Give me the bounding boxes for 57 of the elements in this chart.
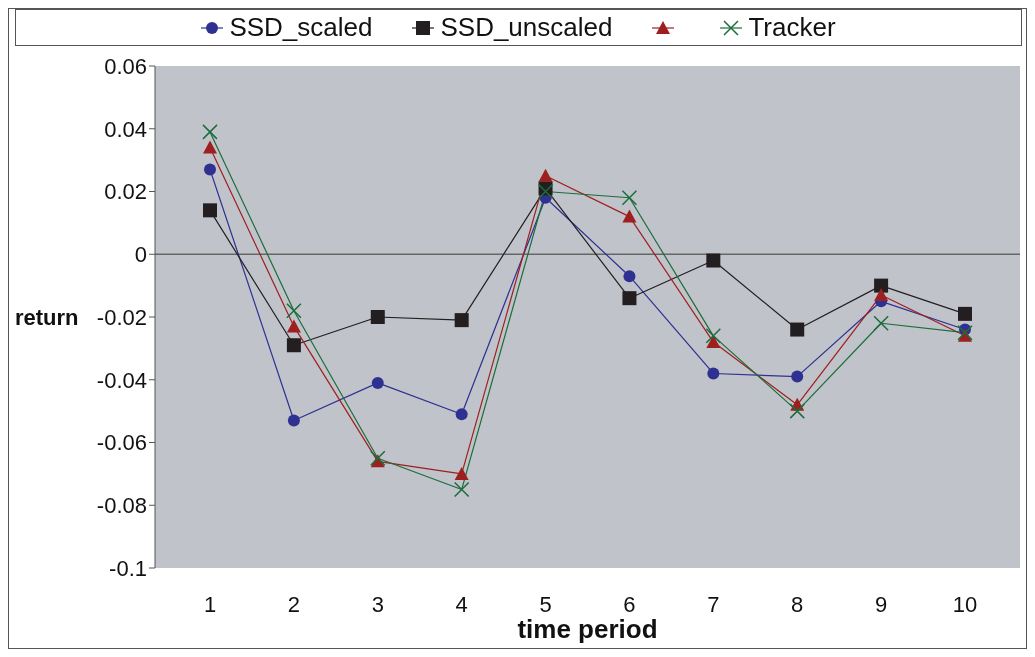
point	[538, 168, 553, 182]
point	[202, 124, 218, 140]
point	[874, 288, 889, 302]
point	[789, 403, 805, 419]
point	[286, 319, 301, 333]
y-tick-label: -0.06	[96, 430, 147, 456]
point	[204, 163, 216, 176]
x-axis-title: time period	[517, 614, 658, 644]
y-tick-label: -0.1	[109, 555, 147, 581]
y-tick-label: -0.02	[96, 304, 147, 330]
y-tick-label: -0.04	[96, 367, 147, 393]
x-tick-label: 10	[952, 591, 978, 617]
point	[286, 338, 301, 353]
point	[370, 450, 386, 466]
point	[287, 414, 300, 427]
point	[371, 376, 384, 389]
point	[455, 408, 468, 421]
y-tick-label: 0.06	[104, 53, 147, 79]
y-tick-label: 0.04	[104, 116, 147, 142]
x-tick-label: 3	[371, 591, 384, 617]
point	[537, 183, 554, 200]
point	[454, 313, 469, 328]
point	[286, 302, 302, 319]
point	[203, 203, 217, 218]
point	[873, 315, 889, 332]
x-tick-label: 1	[203, 591, 217, 617]
x-tick-label: 9	[874, 591, 888, 617]
point	[706, 335, 721, 349]
point	[707, 367, 720, 380]
point	[622, 209, 637, 223]
point	[791, 370, 804, 383]
y-axis-title: return	[15, 304, 79, 330]
legend-label: Tracker	[748, 12, 836, 43]
legend-label: SSD_unscaled	[440, 12, 613, 43]
point	[621, 190, 638, 206]
point	[622, 291, 637, 306]
point	[623, 270, 636, 283]
legend-label: SSD_scaled	[229, 12, 373, 43]
x-tick-label: 6	[623, 591, 636, 617]
point	[705, 328, 722, 344]
y-tick-label: -0.08	[96, 493, 147, 519]
x-tick-label: 4	[455, 591, 468, 617]
point	[874, 278, 889, 293]
point	[790, 322, 805, 337]
point	[453, 481, 470, 498]
y-tick-label: 0	[134, 242, 147, 268]
point	[454, 466, 469, 480]
point	[957, 324, 973, 341]
x-tick-label: 7	[707, 591, 720, 617]
y-tick-label: 0.02	[104, 179, 147, 205]
x-tick-label: 2	[287, 591, 301, 617]
x-tick-label: 5	[539, 591, 552, 617]
point	[958, 306, 972, 321]
point	[370, 310, 385, 324]
point	[706, 253, 721, 268]
point	[203, 140, 217, 154]
x-tick-label: 8	[791, 591, 804, 617]
